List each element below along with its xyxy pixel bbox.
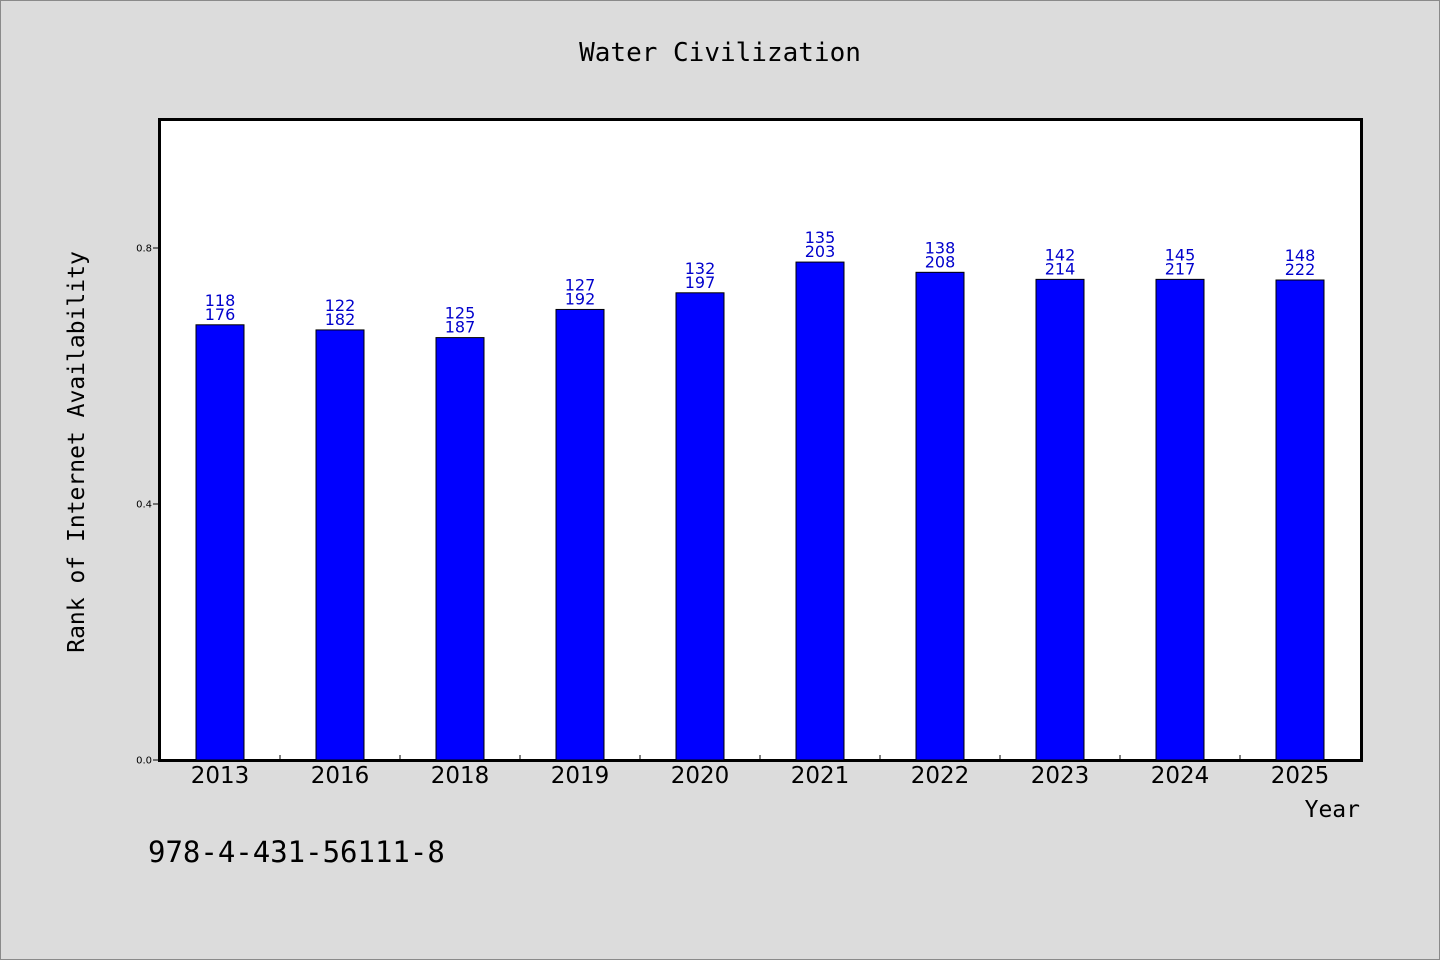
x-tick-label: 2019 [551, 763, 610, 789]
x-tick-label: 2022 [911, 763, 970, 789]
chart-title: Water Civilization [579, 38, 861, 68]
x-tick-label: 2018 [431, 763, 490, 789]
bar-label-upper: 125 [445, 304, 476, 323]
bar-label-lower: 192 [565, 289, 596, 308]
bar-2024 [1155, 278, 1205, 761]
x-tick-label: 2020 [671, 763, 730, 789]
y-tick-label: 0.4 [136, 500, 152, 511]
y-tick-label: 0.8 [136, 244, 152, 255]
bar-2020 [675, 292, 725, 761]
bar-label-upper: 122 [325, 296, 356, 315]
x-tick-label: 2016 [311, 763, 370, 789]
bar-label-upper: 127 [565, 275, 596, 294]
x-axis-ticks: 2013 2016 2018 2019 2020 2021 2022 2023 2024 2025 [191, 755, 1330, 789]
x-tick-label: 2023 [1031, 763, 1090, 789]
bar-label-lower: 203 [805, 242, 836, 261]
bar-label-lower: 187 [445, 318, 476, 337]
bar-label-upper: 148 [1285, 246, 1316, 265]
bar-label-lower: 197 [685, 273, 716, 292]
bar-2018 [435, 337, 485, 761]
bar-label-lower: 217 [1165, 259, 1196, 278]
bar-label-upper: 135 [805, 228, 836, 247]
bar-label-upper: 142 [1045, 245, 1076, 264]
bar-label-lower: 208 [925, 252, 956, 271]
bar-label-upper: 145 [1165, 245, 1196, 264]
bar-2023 [1035, 278, 1085, 761]
bar-label-lower: 214 [1045, 259, 1076, 278]
bars [195, 261, 1325, 761]
x-tick-label: 2013 [191, 763, 250, 789]
x-tick-label: 2021 [791, 763, 850, 789]
x-tick-label: 2024 [1151, 763, 1210, 789]
bar-label-lower: 176 [205, 305, 236, 324]
x-tick-label: 2025 [1271, 763, 1330, 789]
bar-2025 [1275, 279, 1325, 761]
bar-2016 [315, 329, 365, 761]
bar-2022 [915, 271, 965, 761]
bar-label-upper: 118 [205, 291, 236, 310]
y-axis-ticks: 0.0 0.4 0.8 [136, 244, 160, 767]
bar-label-lower: 222 [1285, 260, 1316, 279]
y-axis-title: Rank of Internet Availability [64, 251, 90, 653]
bar-label-upper: 138 [925, 238, 956, 257]
bar-2021 [795, 261, 845, 761]
bar-label-upper: 132 [685, 259, 716, 278]
bar-label-lower: 182 [325, 310, 356, 329]
bar-2019 [555, 308, 605, 761]
x-axis-title: Year [1305, 797, 1360, 823]
y-tick-label: 0.0 [136, 756, 152, 767]
bar-2013 [195, 324, 245, 761]
isbn-footer: 978-4-431-56111-8 [148, 835, 445, 869]
